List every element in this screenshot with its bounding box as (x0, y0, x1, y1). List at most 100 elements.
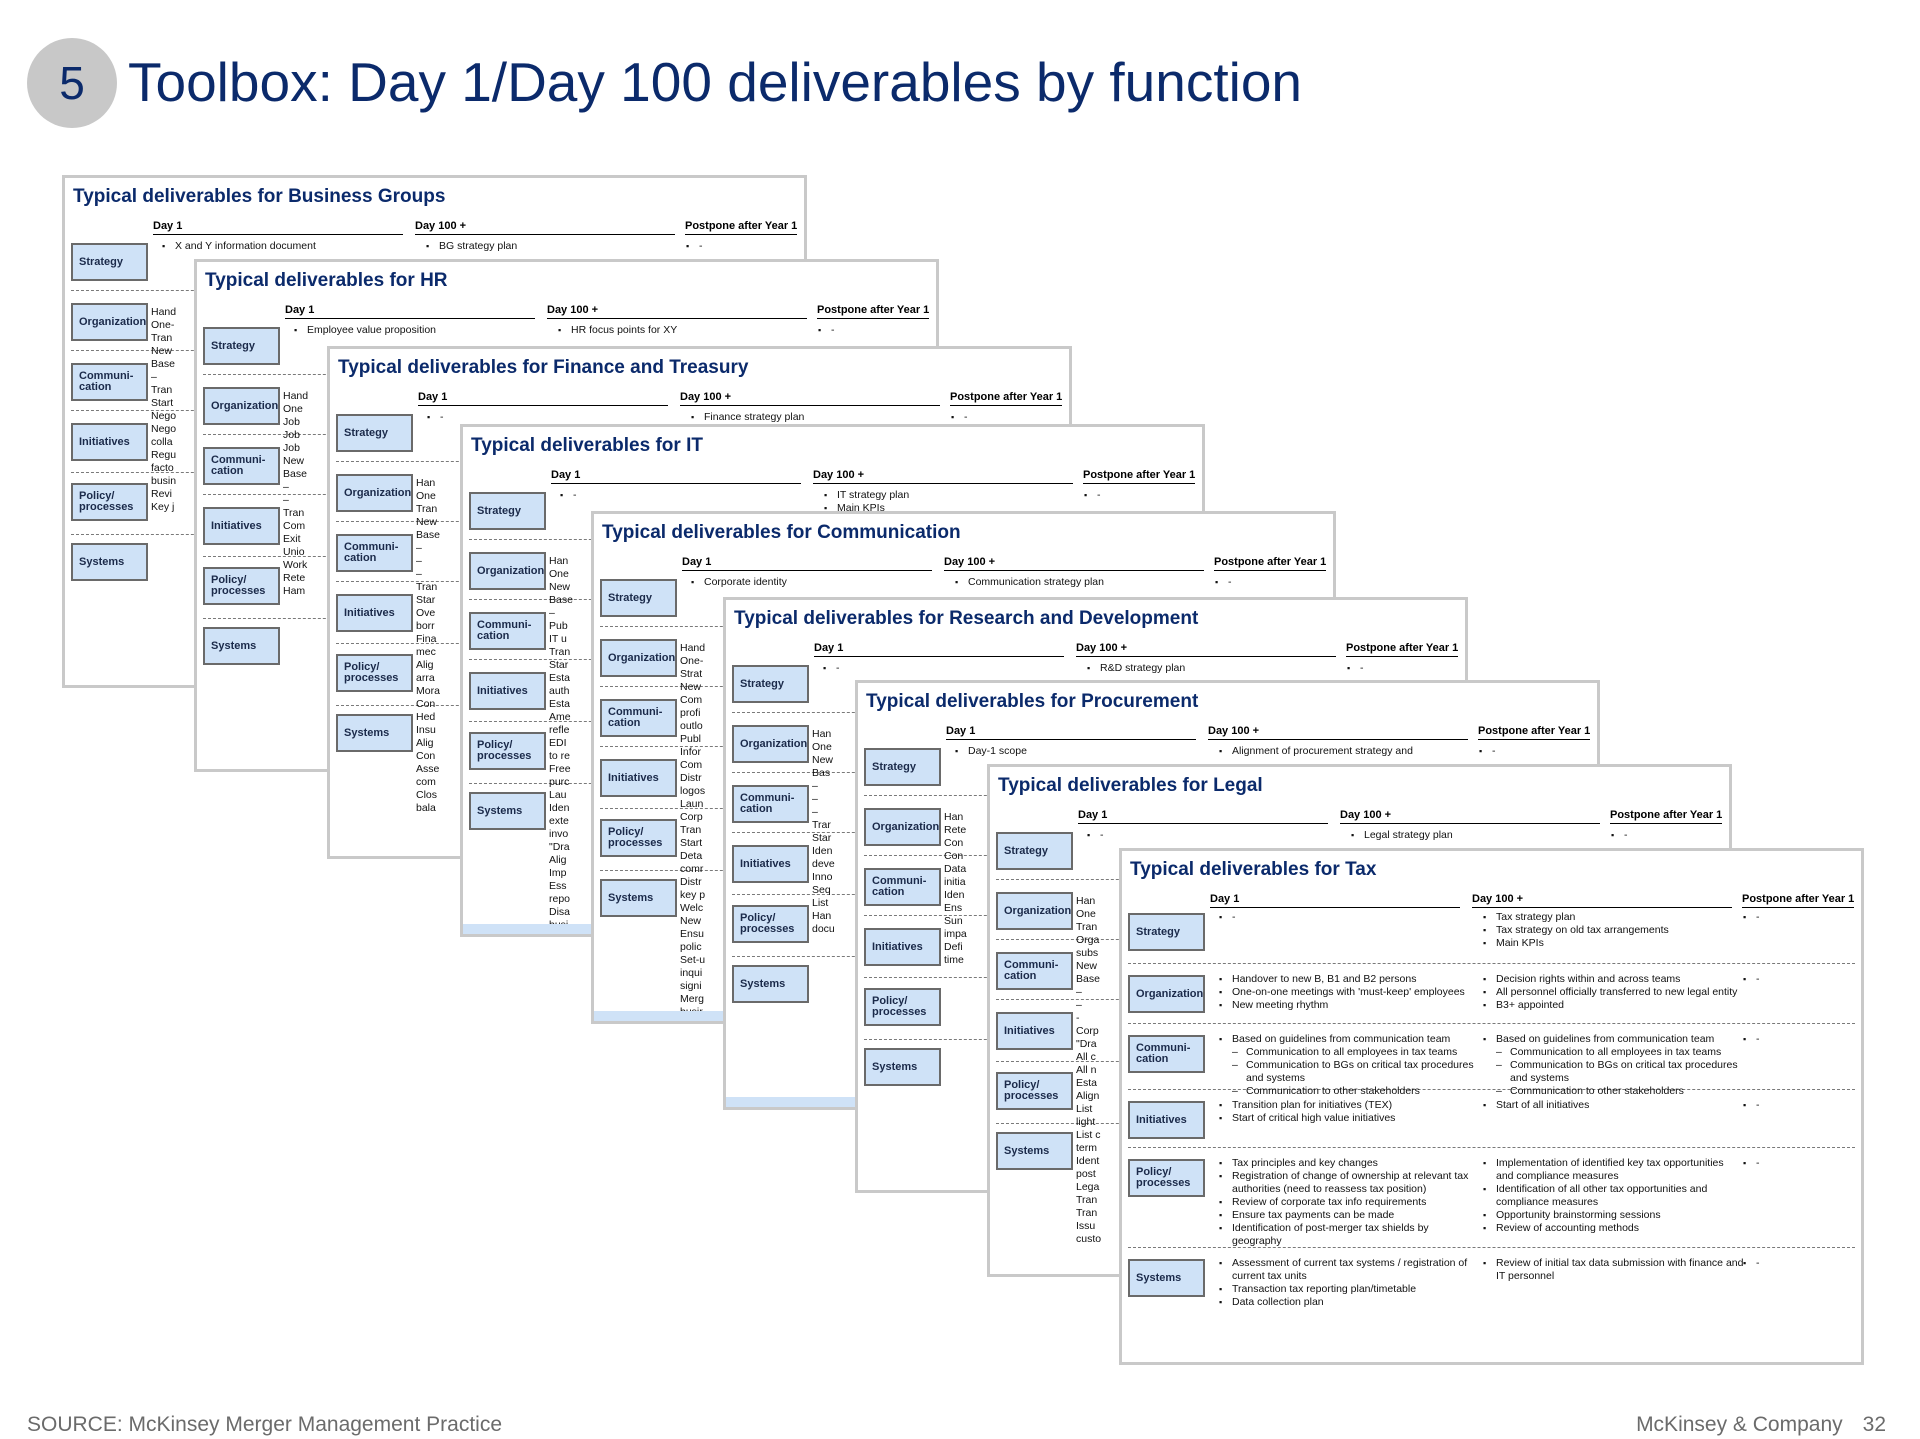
truncated-text: Base (416, 529, 440, 541)
column-header: Postpone after Year 1 (1610, 809, 1722, 824)
truncated-text: Strat (680, 668, 703, 680)
strategy-day100-cell: Communication strategy plan (954, 576, 1216, 589)
sheet-title: Typical deliverables for HR (205, 270, 448, 291)
column-header: Postpone after Year 1 (1214, 556, 1326, 571)
bullet-item: One-on-one meetings with 'must-keep' emp… (1218, 986, 1480, 999)
row-label: Strategy (864, 748, 941, 786)
truncated-text: Mora (416, 685, 440, 697)
bullet-item: - (1742, 911, 1852, 924)
strategy-day100-cell: Legal strategy plan (1350, 829, 1612, 842)
truncated-text: Imp (549, 867, 567, 879)
bullet-item: Tax strategy on old tax arrangements (1482, 924, 1744, 937)
strategy-year1-cell: - (1610, 829, 1720, 842)
truncated-text: – (1076, 986, 1082, 998)
truncated-text: post (1076, 1168, 1096, 1180)
strategy-year1-cell: - (1214, 576, 1324, 589)
truncated-text: Unio (283, 546, 305, 558)
row-divider (1128, 963, 1855, 964)
tax-year1-cell: - (1742, 911, 1852, 924)
truncated-text: Base (283, 468, 307, 480)
bullet-item: - (1742, 1099, 1852, 1112)
truncated-text: One- (151, 319, 175, 331)
truncated-text: – (812, 793, 818, 805)
truncated-text: New (680, 915, 702, 927)
row-label: Organization (1128, 975, 1205, 1013)
truncated-text: New (680, 681, 702, 693)
truncated-text: One (549, 568, 569, 580)
tax-day100-cell: Tax strategy planTax strategy on old tax… (1482, 911, 1744, 950)
row-label: Organization (996, 892, 1073, 930)
row-label: Policy/ processes (996, 1072, 1073, 1110)
truncated-text: Distr (680, 876, 702, 888)
bullet-item: Transaction tax reporting plan/timetable (1218, 1283, 1480, 1296)
truncated-text: Sun (944, 915, 963, 927)
row-label: Systems (203, 627, 280, 665)
bullet-item: - (1742, 1257, 1852, 1270)
truncated-text: arra (416, 672, 435, 684)
truncated-text: Data (944, 863, 967, 875)
truncated-text: One (416, 490, 436, 502)
truncated-text: Revi (151, 488, 173, 500)
row-divider (1128, 1023, 1855, 1024)
truncated-text: deve (812, 858, 835, 870)
bullet-item: Legal strategy plan (1350, 829, 1612, 842)
strategy-day1-cell: Day-1 scope (954, 745, 1216, 758)
bullet-item: Tax strategy plan (1482, 911, 1744, 924)
truncated-text: – (416, 555, 422, 567)
truncated-text: Ame (549, 711, 571, 723)
truncated-text: invo (549, 828, 569, 840)
row-label: Initiatives (1128, 1101, 1205, 1139)
company-name: McKinsey & Company (1636, 1413, 1843, 1436)
column-header: Day 100 + (680, 391, 940, 406)
strategy-year1-cell: - (1346, 662, 1456, 675)
bullet-item: Main KPIs (1482, 937, 1744, 950)
truncated-text: facto (151, 462, 174, 474)
row-label: Strategy (71, 243, 148, 281)
row-label: Strategy (469, 492, 546, 530)
column-header: Day 100 + (1076, 642, 1336, 657)
truncated-text: Rete (283, 572, 306, 584)
bullet-item: - (1086, 829, 1348, 842)
bullet-item: R&D strategy plan (1086, 662, 1348, 675)
truncated-text: custo (1076, 1233, 1102, 1245)
row-label: Initiatives (732, 845, 809, 883)
truncated-text: Hand (680, 642, 706, 654)
column-header: Day 100 + (1472, 893, 1732, 908)
row-label: Policy/ processes (732, 905, 809, 943)
strategy-year1-cell: - (950, 411, 1060, 424)
truncated-text: Star (416, 594, 436, 606)
truncated-text: Esta (1076, 1077, 1098, 1089)
column-header: Day 1 (551, 469, 801, 484)
truncated-text: – (1076, 999, 1082, 1011)
truncated-text: Exit (283, 533, 301, 545)
truncated-text: Ensu (680, 928, 704, 940)
truncated-text: – (283, 481, 289, 493)
bullet-item: Identification of post-merger tax shield… (1218, 1222, 1480, 1248)
truncated-text: Trar (812, 819, 831, 831)
column-header: Day 1 (1078, 809, 1328, 824)
bullet-item: - (1083, 489, 1193, 502)
row-label: Systems (864, 1048, 941, 1086)
truncated-text: Base (1076, 973, 1100, 985)
sheet-title: Typical deliverables for Communication (602, 522, 961, 543)
strategy-year1-cell: - (685, 240, 795, 253)
bullet-item: Review of corporate tax info requirement… (1218, 1196, 1480, 1209)
truncated-text: Job (283, 429, 300, 441)
truncated-text: One (812, 741, 832, 753)
bullet-item: Registration of change of ownership at r… (1218, 1170, 1480, 1196)
truncated-text: List (1076, 1103, 1093, 1115)
truncated-text: busin (151, 475, 177, 487)
truncated-text: EDI (549, 737, 567, 749)
bullet-item: - (1610, 829, 1720, 842)
truncated-text: List (812, 897, 829, 909)
tax-day100-cell: Start of all initiatives (1482, 1099, 1744, 1112)
truncated-text: All n (1076, 1064, 1097, 1076)
bullet-item: Handover to new B, B1 and B2 persons (1218, 973, 1480, 986)
bullet-item: All personnel officially transferred to … (1482, 986, 1744, 999)
tax-year1-cell: - (1742, 1257, 1852, 1270)
row-divider (1128, 1247, 1855, 1248)
bullet-item: Ensure tax payments can be made (1218, 1209, 1480, 1222)
truncated-text: Tran (283, 507, 305, 519)
truncated-text: Base (549, 594, 573, 606)
truncated-text: Free (549, 763, 571, 775)
